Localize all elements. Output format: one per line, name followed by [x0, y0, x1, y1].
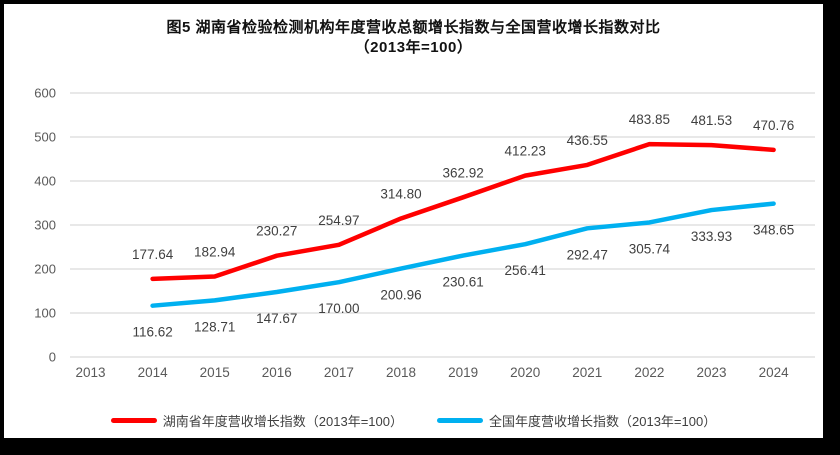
x-tick-label: 2019	[448, 365, 478, 380]
data-label: 254.97	[318, 213, 359, 228]
chart-canvas: 0 100 200 300 400 500 600 2013 2014 2015 2016 2017 2…	[4, 4, 823, 438]
data-label: 470.76	[753, 118, 794, 133]
x-tick-label: 2021	[572, 365, 602, 380]
data-label: 292.47	[567, 247, 608, 262]
x-tick-label: 2013	[75, 365, 105, 380]
legend-item: 全国年度营收增长指数（2013年=100）	[437, 411, 716, 430]
data-label: 305.74	[629, 241, 671, 256]
y-tick-label: 300	[34, 218, 56, 233]
data-label: 436.55	[567, 133, 608, 148]
chart-title-line1: 图5 湖南省检验检测机构年度营收总额增长指数与全国营收增长指数对比	[166, 19, 661, 36]
legend-label: 湖南省年度营收增长指数（2013年=100）	[162, 414, 403, 429]
data-label: 412.23	[505, 144, 546, 159]
data-label: 230.61	[442, 275, 483, 290]
y-tick-label: 100	[34, 306, 56, 321]
y-tick-label: 200	[34, 262, 56, 277]
x-tick-label: 2020	[510, 365, 540, 380]
data-label: 177.64	[132, 247, 174, 262]
data-label: 348.65	[753, 223, 794, 238]
data-label: 333.93	[691, 229, 732, 244]
data-label: 128.71	[194, 319, 235, 334]
x-tick-label: 2015	[200, 365, 230, 380]
data-label: 314.80	[380, 186, 421, 201]
legend-line-swatch	[110, 418, 157, 423]
x-tick-label: 2017	[324, 365, 354, 380]
legend: 湖南省年度营收增长指数（2013年=100） 全国年度营收增长指数（2013年=1…	[4, 411, 823, 430]
x-tick-label: 2016	[262, 365, 292, 380]
data-label: 116.62	[132, 325, 172, 340]
y-tick-label: 400	[34, 174, 56, 189]
legend-item: 湖南省年度营收增长指数（2013年=100）	[110, 411, 403, 430]
data-label: 362.92	[442, 165, 483, 180]
chart-title: 图5 湖南省检验检测机构年度营收总额增长指数与全国营收增长指数对比 （2013年…	[4, 18, 823, 58]
chart-title-line2: （2013年=100）	[354, 39, 473, 56]
series-line	[150, 141, 776, 282]
data-label: 483.85	[629, 112, 670, 127]
legend-line-swatch	[437, 418, 483, 423]
x-tick-label: 2023	[696, 365, 726, 380]
y-tick-label: 0	[49, 350, 56, 365]
data-label: 147.67	[256, 311, 297, 326]
data-label: 170.00	[318, 301, 359, 316]
y-tick-label: 500	[34, 130, 56, 145]
x-tick-label: 2014	[138, 365, 169, 380]
data-label: 200.96	[380, 288, 421, 303]
x-tick-label: 2024	[759, 365, 790, 380]
line-chart: 0 100 200 300 400 500 600 2013 2014 2015 2016 2017 2…	[34, 86, 815, 380]
data-label: 256.41	[505, 263, 546, 278]
data-label: 230.27	[256, 224, 297, 239]
data-label: 481.53	[691, 113, 732, 128]
legend-label: 全国年度营收增长指数（2013年=100）	[489, 414, 717, 429]
x-tick-label: 2018	[386, 365, 416, 380]
x-tick-label: 2022	[634, 365, 664, 380]
series-line	[150, 201, 776, 308]
data-label: 182.94	[194, 245, 236, 260]
y-tick-label: 600	[34, 86, 56, 101]
